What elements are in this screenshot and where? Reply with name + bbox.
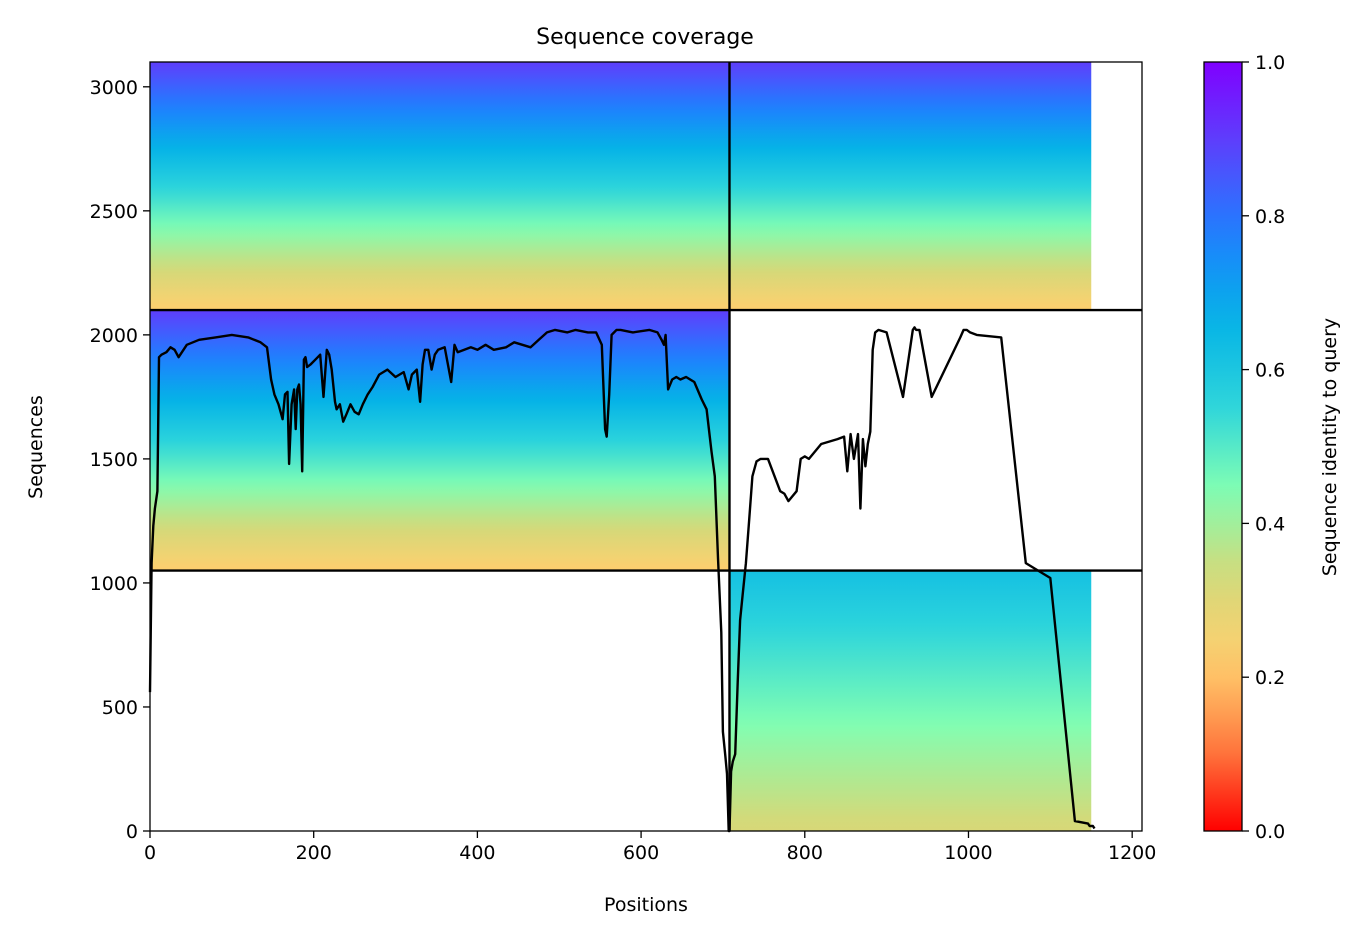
y-tick-label: 500 (102, 697, 138, 719)
y-tick-label: 3000 (90, 77, 138, 99)
y-axis: 0 500 1000 1500 2000 2500 3000 (90, 77, 150, 843)
colorbar: 0.0 0.2 0.4 0.6 0.8 1.0 (1203, 52, 1285, 843)
x-tick-label: 0 (144, 842, 156, 864)
block-boundaries (150, 62, 1142, 831)
heatmap-block (729, 570, 1092, 831)
y-tick-label: 2500 (90, 201, 138, 223)
x-axis: 0 200 400 600 800 1000 1200 (144, 831, 1156, 864)
heatmap-block (150, 62, 730, 311)
y-axis-label: Sequences (25, 395, 47, 499)
coverage-line (148, 326, 1096, 833)
colorbar-gradient (1203, 61, 1243, 832)
colorbar-tick-label: 0.2 (1255, 667, 1285, 689)
y-tick-label: 0 (126, 821, 138, 843)
x-tick-label: 800 (787, 842, 823, 864)
x-tick-label: 1000 (944, 842, 992, 864)
x-tick-label: 200 (296, 842, 332, 864)
heatmap-block (150, 310, 730, 571)
colorbar-tick-label: 0.4 (1255, 513, 1285, 535)
plot-frame (149, 61, 1143, 832)
x-tick-label: 600 (623, 842, 659, 864)
colorbar-tick-label: 0.8 (1255, 206, 1285, 228)
x-tick-label: 1200 (1108, 842, 1156, 864)
colorbar-tick-label: 0.0 (1255, 821, 1285, 843)
coverage-heatmap (150, 62, 1092, 831)
colorbar-label: Sequence identity to query (1319, 318, 1341, 576)
chart-title: Sequence coverage (536, 25, 754, 50)
y-tick-label: 1500 (90, 449, 138, 471)
x-tick-label: 400 (459, 842, 495, 864)
x-axis-label: Positions (604, 894, 688, 916)
coverage-line-group (148, 326, 1096, 833)
colorbar-tick-label: 0.6 (1255, 360, 1285, 382)
colorbar-tick-label: 1.0 (1255, 52, 1285, 74)
y-tick-label: 2000 (90, 325, 138, 347)
heatmap-block (729, 62, 1092, 311)
y-tick-label: 1000 (90, 573, 138, 595)
